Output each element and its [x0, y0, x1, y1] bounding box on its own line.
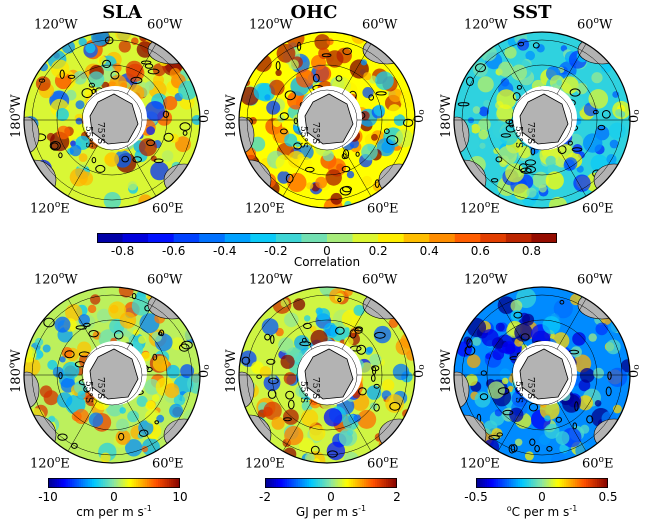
regression-tick-label: 0	[327, 490, 335, 504]
title-ohc: OHC	[290, 2, 338, 23]
regression-unit-label: cm per m s-1	[76, 504, 152, 519]
lon-label-60e: 60oE	[367, 455, 399, 472]
lon-label-60w: 60oW	[362, 16, 398, 33]
lon-label-180w: 180oW	[437, 349, 454, 393]
regression-tick-label: -10	[38, 490, 58, 504]
latitude-label: 75°S	[310, 122, 320, 144]
latitude-label: 55°S	[298, 381, 308, 403]
lon-label-60w: 60oW	[577, 271, 613, 288]
lon-label-180w: 180oW	[7, 94, 24, 138]
correlation-label: Correlation	[293, 255, 361, 269]
regression-unit-label: GJ per m s-1	[295, 504, 367, 519]
correlation-tick-label: 0	[323, 244, 331, 258]
lon-label-60e: 60oE	[582, 200, 614, 217]
lon-label-60e: 60oE	[367, 200, 399, 217]
regression-tick-label: -0.5	[464, 490, 488, 504]
correlation-tick-label: -0.2	[264, 244, 288, 258]
lon-label-120w: 120oW	[34, 16, 78, 33]
map-sla-regression: 55°S 75°S	[23, 286, 201, 464]
lon-label-0: o0	[194, 109, 212, 124]
lon-label-120w: 120oW	[34, 271, 78, 288]
lon-label-0: o0	[409, 109, 427, 124]
lon-label-60w: 60oW	[362, 271, 398, 288]
lon-label-180w: 180oW	[222, 349, 239, 393]
lon-label-60e: 60oE	[582, 455, 614, 472]
map-ohc-regression: 55°S 75°S	[238, 286, 416, 464]
lon-label-120w: 120oW	[249, 271, 293, 288]
regression-tick-label: 0	[110, 490, 118, 504]
title-sst: SST	[512, 2, 552, 23]
latitude-label: 55°S	[83, 126, 93, 148]
latitude-label: 75°S	[95, 377, 105, 399]
correlation-tick-label: 0.2	[368, 244, 388, 258]
regression-tick-label: 0	[538, 490, 546, 504]
map-sst-correlation: 55°S 75°S	[453, 31, 631, 209]
regression-unit-label: oC per m s-1	[506, 504, 578, 519]
latitude-label: 55°S	[513, 126, 523, 148]
correlation-tick-label: -0.6	[161, 244, 186, 258]
regression-colorbar-sst	[476, 478, 608, 488]
lon-label-60w: 60oW	[147, 271, 183, 288]
lon-label-120w: 120oW	[464, 271, 508, 288]
lon-label-0: o0	[409, 364, 427, 379]
lon-label-60w: 60oW	[577, 16, 613, 33]
map-sst-regression: 55°S 75°S	[453, 286, 631, 464]
lon-label-120e: 120oE	[460, 455, 500, 472]
correlation-tick-label: 0.8	[521, 244, 541, 258]
lon-label-60e: 60oE	[152, 455, 184, 472]
correlation-tick-label: -0.8	[110, 244, 135, 258]
latitude-label: 55°S	[513, 381, 523, 403]
map-ohc-correlation: 55°S 75°S	[238, 31, 416, 209]
regression-colorbar-sla	[48, 478, 180, 488]
lon-label-180w: 180oW	[7, 349, 24, 393]
lon-label-60w: 60oW	[147, 16, 183, 33]
correlation-tick-label: 0.6	[470, 244, 490, 258]
lon-label-60e: 60oE	[152, 200, 184, 217]
lon-label-180w: 180oW	[437, 94, 454, 138]
latitude-label: 75°S	[525, 122, 535, 144]
regression-tick-label: 10	[172, 490, 188, 504]
latitude-label: 75°S	[95, 122, 105, 144]
lon-label-0: o0	[624, 364, 642, 379]
lon-label-120e: 120oE	[30, 455, 70, 472]
lon-label-120w: 120oW	[464, 16, 508, 33]
lon-label-120w: 120oW	[249, 16, 293, 33]
regression-colorbar-ohc	[265, 478, 397, 488]
regression-tick-label: 2	[393, 490, 401, 504]
lon-label-0: o0	[624, 109, 642, 124]
lon-label-0: o0	[194, 364, 212, 379]
latitude-label: 55°S	[83, 381, 93, 403]
regression-tick-label: -2	[259, 490, 271, 504]
correlation-colorbar	[97, 233, 557, 243]
title-sla: SLA	[102, 2, 142, 23]
correlation-tick-label: -0.4	[213, 244, 237, 258]
latitude-label: 75°S	[310, 377, 320, 399]
latitude-label: 75°S	[525, 377, 535, 399]
lon-label-120e: 120oE	[30, 200, 70, 217]
map-sla-correlation: 55°S 75°S	[23, 31, 201, 209]
lon-label-120e: 120oE	[460, 200, 500, 217]
lon-label-120e: 120oE	[245, 200, 285, 217]
correlation-tick-label: 0.4	[419, 244, 439, 258]
lon-label-120e: 120oE	[245, 455, 285, 472]
regression-tick-label: 0.5	[598, 490, 618, 504]
latitude-label: 55°S	[298, 126, 308, 148]
lon-label-180w: 180oW	[222, 94, 239, 138]
